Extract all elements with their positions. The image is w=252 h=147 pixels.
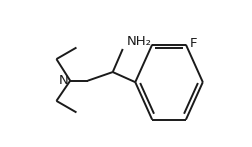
Text: F: F	[189, 37, 196, 50]
Text: N: N	[59, 74, 69, 87]
Text: NH₂: NH₂	[126, 35, 151, 48]
